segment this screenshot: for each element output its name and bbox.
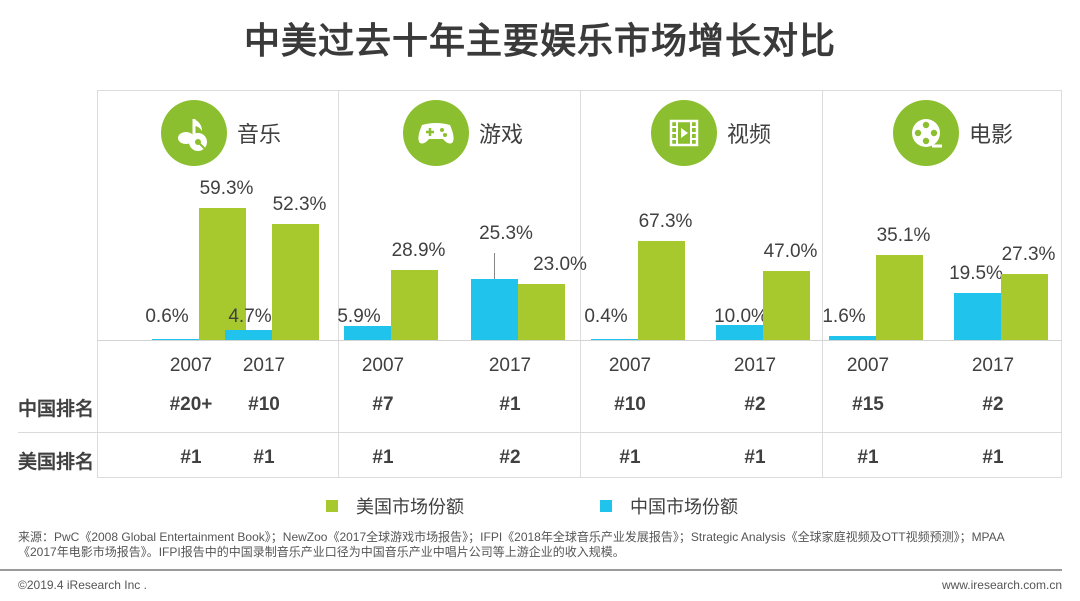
panel-divider	[822, 90, 823, 478]
china-value-label: 25.3%	[479, 222, 533, 244]
us-bar	[638, 241, 685, 340]
us-value-label: 59.3%	[199, 178, 254, 199]
china-rank: #2	[982, 394, 1004, 415]
us-value-label: 23.0%	[533, 254, 587, 276]
us-rank: #1	[180, 447, 202, 468]
china-value-label: 5.9%	[337, 306, 381, 327]
film-reel-icon	[893, 100, 959, 166]
china-bar	[829, 336, 876, 340]
legend-item-us: 美国市场份额	[326, 493, 464, 519]
x-tick-label: 2017	[733, 355, 777, 376]
china-value-label: 0.4%	[584, 306, 628, 327]
us-bar	[876, 255, 923, 340]
legend-label: 美国市场份额	[356, 497, 464, 517]
us-rank: #2	[499, 447, 521, 468]
us-rank-label: 美国排名	[18, 452, 95, 473]
x-tick-label: 2017	[971, 355, 1015, 376]
china-value-label: 0.6%	[145, 306, 189, 327]
china-bar	[344, 325, 391, 340]
row-separator	[18, 432, 1062, 433]
panel-label: 音乐	[237, 122, 282, 147]
chart-frame	[97, 90, 1062, 478]
panel-divider	[580, 90, 581, 478]
us-bar	[391, 270, 438, 340]
china-value-label: 19.5%	[949, 262, 1003, 284]
film-strip-play-icon	[651, 100, 717, 166]
legend-item-china: 中国市场份额	[600, 493, 738, 519]
us-rank: #1	[857, 447, 879, 468]
china-value-label: 4.7%	[228, 306, 272, 327]
panel-header-movie: 电影	[893, 100, 1013, 166]
china-rank: #2	[744, 394, 766, 415]
us-value-label: 52.3%	[272, 193, 327, 215]
china-value-label: 10.0%	[714, 306, 768, 327]
us-bar	[1001, 273, 1048, 340]
panel-label: 视频	[727, 122, 772, 147]
china-rank: #10	[614, 394, 646, 415]
website-link[interactable]: www.iresearch.com.cn	[941, 578, 1062, 592]
x-tick-label: 2017	[488, 355, 532, 376]
panel-header-video: 视频	[651, 100, 771, 166]
china-bar	[152, 338, 199, 340]
us-bar	[199, 208, 246, 340]
china-bar	[591, 339, 638, 340]
us-value-label: 27.3%	[1001, 243, 1056, 265]
china-rank: #15	[852, 394, 884, 415]
panel-label: 游戏	[479, 122, 524, 147]
china-rank: #1	[499, 394, 521, 415]
china-bar	[954, 292, 1001, 340]
x-tick-label: 2007	[608, 355, 652, 376]
legend-swatch-us	[326, 500, 338, 512]
legend-swatch-china	[600, 500, 612, 512]
us-rank: #1	[982, 447, 1004, 468]
x-tick-label: 2007	[846, 355, 890, 376]
panel-header-games: 游戏	[403, 100, 523, 166]
chart-title: 中美过去十年主要娱乐市场增长对比	[243, 20, 836, 61]
panel-label: 电影	[969, 122, 1014, 147]
us-value-label: 35.1%	[876, 225, 931, 246]
us-value-label: 67.3%	[638, 211, 693, 232]
china-rank: #7	[372, 394, 394, 415]
us-bar	[763, 270, 810, 340]
gamepad-icon	[403, 100, 469, 166]
leader-line	[494, 252, 495, 279]
footer-divider	[0, 569, 1062, 571]
us-value-label: 47.0%	[763, 240, 818, 262]
us-rank: #1	[744, 447, 766, 468]
us-rank: #1	[372, 447, 394, 468]
us-bar	[518, 284, 565, 340]
x-tick-label: 2017	[242, 355, 286, 376]
us-rank: #1	[253, 447, 275, 468]
legend-label: 中国市场份额	[630, 497, 738, 517]
us-rank: #1	[619, 447, 641, 468]
baseline	[97, 340, 1062, 341]
copyright: ©2019.4 iResearch Inc .	[18, 578, 147, 592]
china-bar	[471, 278, 518, 340]
china-bar	[716, 325, 763, 340]
china-rank: #10	[248, 394, 280, 415]
x-tick-label: 2007	[169, 355, 213, 376]
x-tick-label: 2007	[361, 355, 405, 376]
china-value-label: 1.6%	[822, 306, 866, 327]
us-bar	[272, 223, 319, 340]
china-rank: #20+	[169, 394, 213, 415]
china-bar	[225, 329, 272, 340]
music-note-icon	[161, 100, 227, 166]
us-value-label: 28.9%	[391, 240, 446, 261]
panel-header-music: 音乐	[161, 100, 281, 166]
china-rank-label: 中国排名	[18, 399, 95, 420]
source-note: 来源：PwC《2008 Global Entertainment Book》；N…	[18, 530, 1005, 559]
panel-divider	[338, 90, 339, 478]
